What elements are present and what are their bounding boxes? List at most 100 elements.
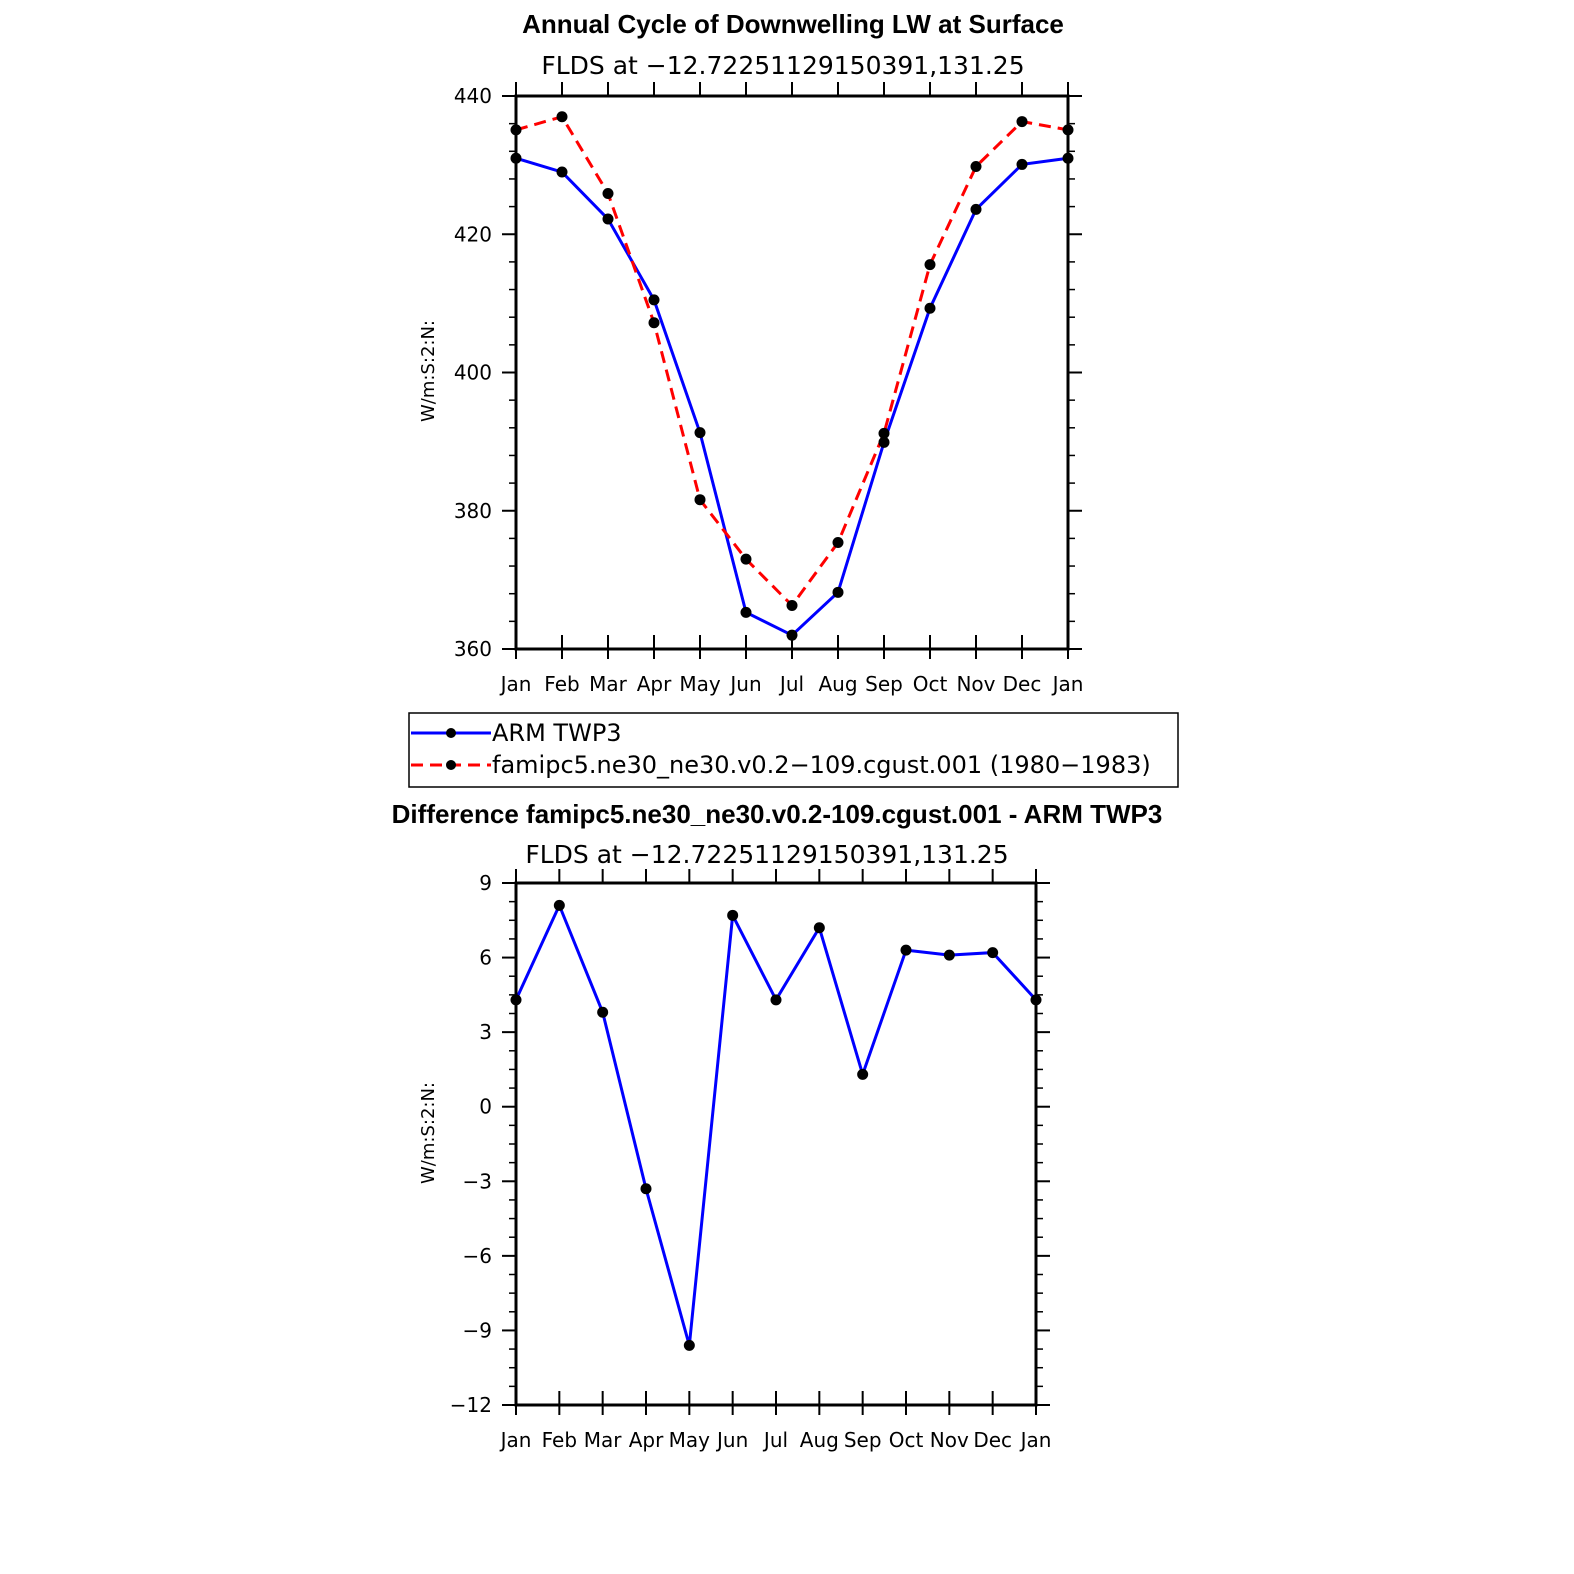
difference-chart: Difference famipc5.ne30_ne30.v0.2-109.cg… <box>392 799 1163 1452</box>
y-tick-label: −9 <box>463 1318 492 1342</box>
data-point <box>694 494 706 506</box>
y-tick-labels: −12 −9 −6 −3 0 3 6 9 <box>450 871 492 1417</box>
x-tick-label: Aug <box>800 1428 839 1452</box>
x-tick-label: Mar <box>589 672 628 696</box>
legend-label-model: famipc5.ne30_ne30.v0.2−109.cgust.001 (19… <box>492 751 1151 779</box>
data-point <box>786 599 798 611</box>
legend-box <box>408 712 1179 788</box>
legend: ARM TWP3 famipc5.ne30_ne30.v0.2−109.cgus… <box>408 712 1179 788</box>
x-tick-label: Jul <box>762 1428 788 1452</box>
chart-title: Annual Cycle of Downwelling LW at Surfac… <box>522 9 1064 39</box>
data-point <box>970 203 982 215</box>
x-tick-label: Dec <box>1003 672 1042 696</box>
data-point <box>602 213 614 225</box>
data-point <box>648 317 660 329</box>
x-tick-label: Feb <box>542 1428 577 1452</box>
annual-cycle-chart: Annual Cycle of Downwelling LW at Surfac… <box>418 9 1083 696</box>
x-tick-label: Dec <box>973 1428 1012 1452</box>
data-point <box>924 302 936 314</box>
y-tick-label: −12 <box>450 1393 492 1417</box>
x-tick-label: May <box>669 1428 711 1452</box>
series-line-0 <box>515 156 1069 637</box>
data-point <box>970 161 982 173</box>
legend-label-arm: ARM TWP3 <box>492 719 622 747</box>
x-tick-label: Sep <box>865 672 903 696</box>
y-tick-label: −3 <box>463 1169 492 1193</box>
y-tick-label: 440 <box>454 84 492 108</box>
x-tick-label: Nov <box>956 672 995 696</box>
x-tick-label: Jun <box>715 1428 748 1452</box>
data-point <box>786 629 798 641</box>
series-line-0 <box>514 901 1038 1346</box>
data-point <box>740 553 752 565</box>
data-point <box>924 259 936 271</box>
data-point <box>832 537 844 549</box>
x-tick-label: Oct <box>889 1428 924 1452</box>
x-tick-labels: Jan Feb Mar Apr May Jun Jul Aug Sep Oct Nov Dec Jan <box>499 672 1084 696</box>
data-point <box>857 1068 869 1080</box>
series-line-1 <box>515 114 1069 608</box>
axis-ticks <box>502 869 1050 1415</box>
x-tick-label: Jan <box>499 1428 532 1452</box>
x-tick-label: Apr <box>637 672 672 696</box>
data-point <box>648 294 660 306</box>
data-point <box>556 111 568 123</box>
data-point <box>987 947 999 959</box>
y-axis-label: W/m:S:2:N: <box>418 320 439 422</box>
y-tick-label: 360 <box>454 637 492 661</box>
data-point <box>556 166 568 178</box>
data-point <box>878 427 890 439</box>
x-tick-label: Aug <box>818 672 857 696</box>
x-tick-label: May <box>679 672 721 696</box>
series-group <box>510 111 1074 641</box>
series-group <box>510 899 1042 1351</box>
x-tick-labels: Jan Feb Mar Apr May Jun Jul Aug Sep Oct Nov Dec Jan <box>499 1428 1052 1452</box>
y-tick-label: 6 <box>479 946 492 970</box>
y-tick-label: 420 <box>454 222 492 246</box>
y-tick-label: 400 <box>454 361 492 385</box>
x-tick-label: Jan <box>1019 1428 1052 1452</box>
data-point <box>832 586 844 598</box>
chart-subtitle: FLDS at −12.72251129150391,131.25 <box>525 840 1008 869</box>
data-point <box>553 899 565 911</box>
data-point <box>900 944 912 956</box>
data-point <box>602 187 614 199</box>
y-tick-label: 0 <box>479 1095 492 1119</box>
data-point <box>1016 116 1028 128</box>
legend-marker-model <box>446 760 456 770</box>
data-point <box>878 436 890 448</box>
data-point <box>694 427 706 439</box>
x-tick-label: Jan <box>1051 672 1084 696</box>
axis-ticks <box>502 82 1082 659</box>
x-tick-label: Sep <box>844 1428 882 1452</box>
data-point <box>943 949 955 961</box>
x-tick-label: Feb <box>544 672 579 696</box>
data-point <box>1016 158 1028 170</box>
y-tick-label: 9 <box>479 871 492 895</box>
x-tick-label: Nov <box>930 1428 969 1452</box>
x-tick-label: Mar <box>584 1428 623 1452</box>
data-point <box>597 1006 609 1018</box>
plot-frame <box>514 94 1070 651</box>
data-point <box>640 1183 652 1195</box>
y-tick-labels: 360 380 400 420 440 <box>454 84 492 661</box>
data-point <box>683 1339 695 1351</box>
y-tick-label: 3 <box>479 1020 492 1044</box>
data-point <box>770 994 782 1006</box>
y-tick-label: 380 <box>454 499 492 523</box>
chart-title: Difference famipc5.ne30_ne30.v0.2-109.cg… <box>392 799 1163 829</box>
x-tick-label: Jan <box>499 672 532 696</box>
data-point <box>813 922 825 934</box>
chart-subtitle: FLDS at −12.72251129150391,131.25 <box>541 51 1024 80</box>
plot-frame <box>514 881 1038 1407</box>
x-tick-label: Apr <box>629 1428 664 1452</box>
data-point <box>727 909 739 921</box>
y-tick-label: −6 <box>463 1244 492 1268</box>
x-tick-label: Jun <box>728 672 761 696</box>
legend-marker-arm <box>446 728 456 738</box>
data-point <box>740 606 752 618</box>
x-tick-label: Jul <box>778 672 804 696</box>
x-tick-label: Oct <box>913 672 948 696</box>
y-axis-label: W/m:S:2:N: <box>418 1082 439 1184</box>
